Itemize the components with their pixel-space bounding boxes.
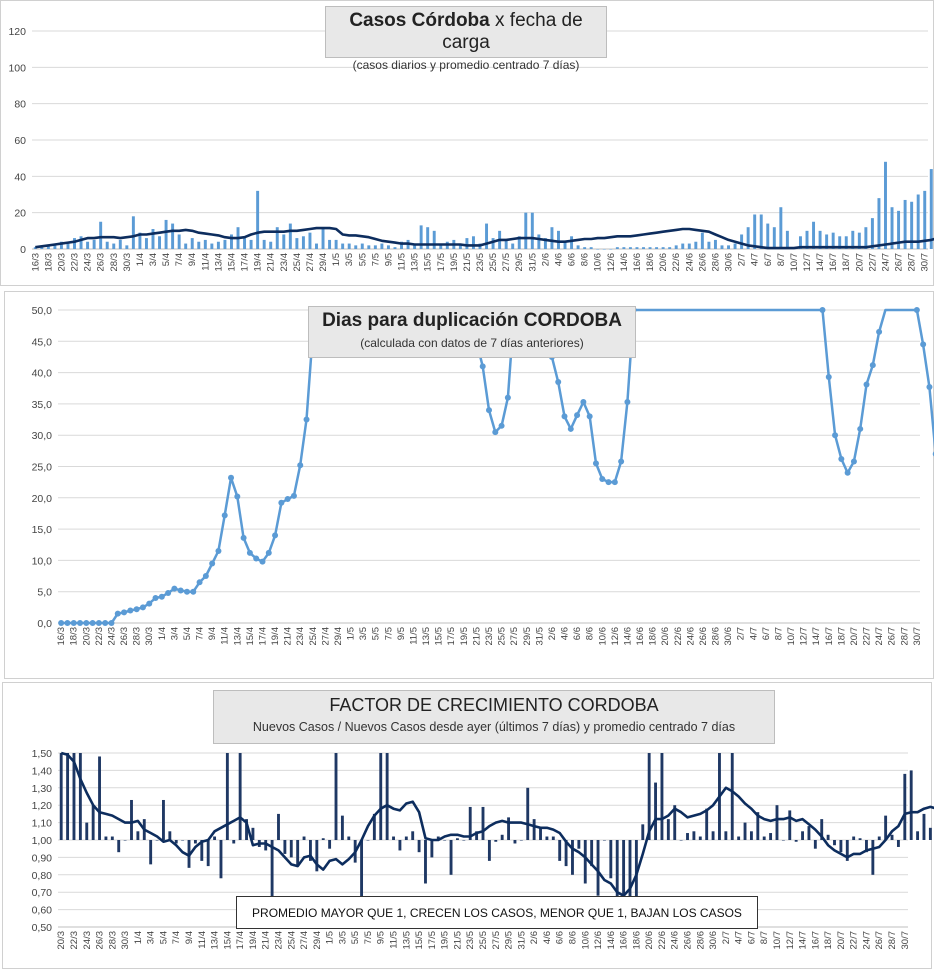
factor-chart-title: FACTOR DE CRECIMIENTO CORDOBA xyxy=(329,695,659,715)
duplicacion-chart-title-box: Dias para duplicación CORDOBA (calculada… xyxy=(308,306,636,358)
factor-chart-subtitle: Nuevos Casos / Nuevos Casos desde ayer (… xyxy=(252,720,736,734)
factor-chart-title-box: FACTOR DE CRECIMIENTO CORDOBA Nuevos Cas… xyxy=(213,690,775,744)
duplicacion-chart-subtitle: (calculada con datos de 7 días anteriore… xyxy=(360,336,584,350)
casos-chart-title: Casos Córdoba x fecha de carga xyxy=(326,10,606,54)
factor-chart-note: PROMEDIO MAYOR QUE 1, CRECEN LOS CASOS, … xyxy=(236,896,758,929)
casos-chart-title-bold: Casos Córdoba xyxy=(349,10,490,31)
casos-chart-subtitle: (casos diarios y promedio centrado 7 día… xyxy=(352,58,580,72)
casos-chart-title-rest: x fecha de carga xyxy=(442,10,583,53)
duplicacion-chart-title: Dias para duplicación CORDOBA xyxy=(322,310,622,331)
casos-chart-title-box: Casos Córdoba x fecha de carga (casos di… xyxy=(325,6,607,72)
